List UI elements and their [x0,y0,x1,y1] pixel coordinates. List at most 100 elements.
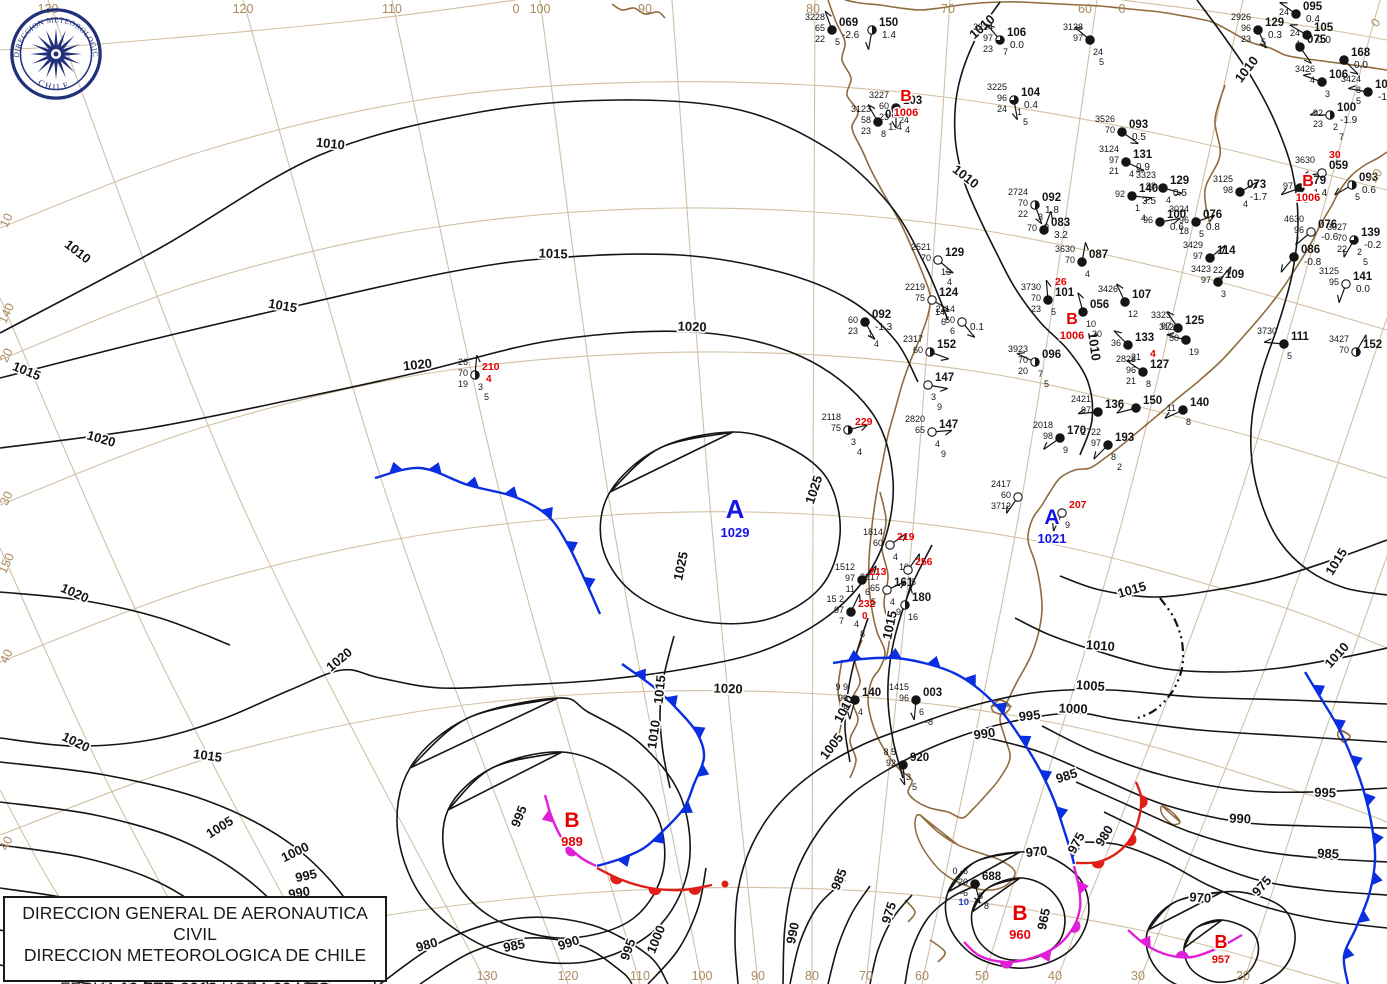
pressure-center-value: 1021 [1038,531,1067,546]
graticule-line [1242,555,1387,984]
high-pressure-center: A [1044,506,1059,529]
station-temp: -2.6 [842,30,860,41]
station-pressure-group: 3424 [1341,74,1361,84]
station-pressure-group: 3730 [1257,326,1277,336]
station-value: 3 [851,437,856,447]
station-value: 97 [1283,181,1293,191]
station-circle [1191,217,1201,227]
front-semicircle-pip [648,887,662,896]
longitude-label: 30 [1131,969,1145,983]
station-value: 95 [1329,277,1339,287]
ship-report-id: 26 [1055,276,1067,288]
isobar-label: 975 [878,900,899,925]
station-value: 6 [865,587,870,597]
island-coastline [1337,728,1351,744]
station-plot: 9 207 [1052,499,1087,532]
station-circle [1155,217,1165,227]
station-circle-fill [905,600,910,610]
station-pressure-group: 2219 [905,282,925,292]
station-temp: 0.3 [1268,30,1282,41]
latitude-label: 10 [0,211,16,230]
station-value: 2 [1117,462,1122,472]
station-value: 96 [1241,23,1251,33]
station-id: 150 [879,17,898,29]
graticule-line [0,81,1387,229]
station-pressure-group: 3120 [1159,322,1179,332]
station-value: 3 [1221,289,1226,299]
station-value: 23 [1313,119,1323,129]
longitude-label: 130 [477,969,498,983]
longitude-label: 20 [1236,969,1250,983]
station-id: 104 [1021,87,1041,99]
station-circle [1043,295,1053,305]
station-pressure-group: 2217 [860,572,880,582]
pressure-center-value: 960 [1009,927,1031,942]
coastline [844,0,1387,71]
station-circle [1317,77,1327,87]
station-plot: 075 [1295,34,1327,64]
longitude-label: 110 [382,2,402,16]
station-value: 4 [858,707,863,717]
station-value: 8 [984,901,989,911]
front-triangle-pip [1068,844,1081,858]
station-value: 4 [857,447,862,457]
isobar-label: 1010 [1085,637,1115,654]
station-temp: 0.1 [970,322,984,333]
longitude-label: 90 [751,969,765,983]
station-id: 105 [1314,22,1334,34]
station-temp: 0.0 [1356,284,1370,295]
front-triangle-pip [583,576,596,590]
station-value: 24 [1093,47,1103,57]
isobar-label: 1020 [60,729,93,755]
station-value: 97 [1073,33,1083,43]
station-value: 24 [1279,7,1289,17]
station-value: 5 [1023,117,1028,127]
isobar-label: 1020 [677,319,706,335]
station-value: 5 [835,37,840,47]
station-value: 23 [1241,34,1251,44]
longitude-label: 70 [859,969,873,983]
station-value: 96 [1294,225,1304,235]
isobar-line [1084,841,1387,929]
front-triangle-pip [1056,806,1069,820]
station-value: 97 [983,33,993,43]
station-value: 96 [1143,215,1153,225]
isobar-line [1059,539,1387,598]
station-pressure-group: 3027 [1327,222,1347,232]
station-value: 11 [846,584,855,594]
longitude-label: 60 [1078,2,1092,16]
longitude-label: 100 [692,969,713,983]
latitude-label: 40 [0,834,16,853]
station-value: 5 [912,782,917,792]
isobar-label: 965 [1034,907,1053,931]
station-circle [1127,191,1137,201]
station-value: 70 [1018,198,1028,208]
front-triangle-pip [617,855,631,867]
station-circle-fill [1035,200,1040,210]
station-value: 24 [1290,28,1300,38]
station-value: 22 [1213,265,1223,275]
station-temp: 0.4 [1024,100,1038,111]
station-id: 133 [1135,332,1154,344]
isobar-line [1103,811,1387,896]
longitude-label: 70 [941,2,955,16]
isobar-line [904,883,981,984]
graticule-line [0,511,1387,663]
warm-front-line [596,866,713,892]
station-value: 23 [879,112,889,122]
station-value: 60 [873,538,883,548]
coastline [879,491,891,661]
station-value: 70 [1018,355,1028,365]
station-value: 58 [861,115,871,125]
ship-report-id: 213 [869,566,887,578]
front-triangle-pip [1358,910,1371,923]
longitude-label: 80 [806,2,820,16]
station-id: 124 [939,287,959,299]
